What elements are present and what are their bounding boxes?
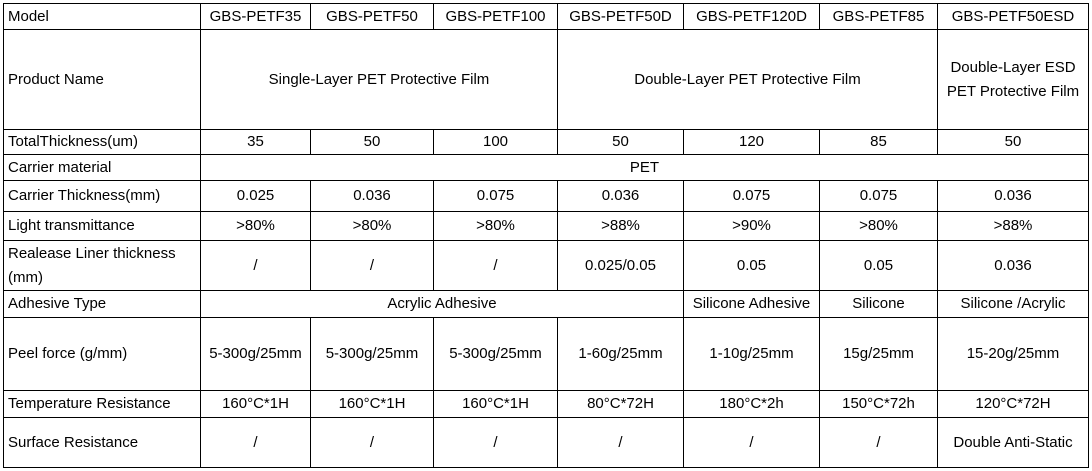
table-cell: 160°C*1H bbox=[200, 390, 311, 418]
row-header: Carrier Thickness(mm) bbox=[3, 180, 201, 212]
table-cell: 85 bbox=[819, 129, 938, 155]
table-cell: 5-300g/25mm bbox=[433, 317, 558, 391]
table-cell: 0.036 bbox=[557, 180, 684, 212]
table-cell: 0.036 bbox=[937, 180, 1089, 212]
row-header: Surface Resistance bbox=[3, 417, 201, 468]
table-body: Model GBS-PETF35 GBS-PETF50 GBS-PETF100 GBS-… bbox=[3, 3, 1089, 468]
table-cell: GBS-PETF120D bbox=[683, 3, 820, 30]
table-cell: 120 bbox=[683, 129, 820, 155]
table-row: TotalThickness(um) 35 50 100 50 120 85 50 bbox=[3, 129, 1089, 155]
table-cell: 160°C*1H bbox=[310, 390, 434, 418]
table-cell: 120°C*72H bbox=[937, 390, 1089, 418]
table-cell: 160°C*1H bbox=[433, 390, 558, 418]
table-cell: 150°C*72h bbox=[819, 390, 938, 418]
table-cell: Silicone /Acrylic bbox=[937, 290, 1089, 318]
table-cell: GBS-PETF50ESD bbox=[937, 3, 1089, 30]
table-cell: >88% bbox=[937, 211, 1089, 241]
table-cell: 50 bbox=[310, 129, 434, 155]
table-row: Temperature Resistance 160°C*1H 160°C*1H 16… bbox=[3, 390, 1089, 418]
table-cell: / bbox=[200, 240, 311, 291]
table-cell: GBS-PETF100 bbox=[433, 3, 558, 30]
table-cell: 0.05 bbox=[819, 240, 938, 291]
table-cell: GBS-PETF35 bbox=[200, 3, 311, 30]
table-row: Adhesive Type Acrylic Adhesive Silicone Ad… bbox=[3, 290, 1089, 318]
row-header: Light transmittance bbox=[3, 211, 201, 241]
row-header: Peel force (g/mm) bbox=[3, 317, 201, 391]
table-cell: GBS-PETF50D bbox=[557, 3, 684, 30]
row-header: Model bbox=[3, 3, 201, 30]
table-cell: / bbox=[557, 417, 684, 468]
table-cell: 180°C*2h bbox=[683, 390, 820, 418]
row-header: Realease Liner thickness (mm) bbox=[3, 240, 201, 291]
table-cell: 15g/25mm bbox=[819, 317, 938, 391]
table-cell: Single-Layer PET Protective Film bbox=[200, 29, 558, 130]
table-cell: 0.05 bbox=[683, 240, 820, 291]
table-row: Carrier material PET bbox=[3, 154, 1089, 181]
table-cell: Double-Layer PET Protective Film bbox=[557, 29, 938, 130]
table-row: Light transmittance >80% >80% >80% >88% >90% >… bbox=[3, 211, 1089, 241]
table-cell: 35 bbox=[200, 129, 311, 155]
table-row: Carrier Thickness(mm) 0.025 0.036 0.075 0.03… bbox=[3, 180, 1089, 212]
table-cell: Acrylic Adhesive bbox=[200, 290, 684, 318]
table-cell: 15-20g/25mm bbox=[937, 317, 1089, 391]
table-cell: / bbox=[310, 417, 434, 468]
table-cell: 0.025 bbox=[200, 180, 311, 212]
table-cell: 50 bbox=[937, 129, 1089, 155]
table-row: Surface Resistance / / / / / / Double Anti-Stat… bbox=[3, 417, 1089, 468]
table-cell: >90% bbox=[683, 211, 820, 241]
table-cell: >88% bbox=[557, 211, 684, 241]
table-cell: Double Anti-Static bbox=[937, 417, 1089, 468]
table-row: Peel force (g/mm) 5-300g/25mm 5-300g/25mm 5… bbox=[3, 317, 1089, 391]
row-header: TotalThickness(um) bbox=[3, 129, 201, 155]
table-cell: 100 bbox=[433, 129, 558, 155]
table-cell: / bbox=[819, 417, 938, 468]
table-cell: 0.075 bbox=[433, 180, 558, 212]
table-cell: 80°C*72H bbox=[557, 390, 684, 418]
row-header: Carrier material bbox=[3, 154, 201, 181]
table-row: Model GBS-PETF35 GBS-PETF50 GBS-PETF100 GBS-… bbox=[3, 3, 1089, 30]
table-cell: GBS-PETF85 bbox=[819, 3, 938, 30]
table-cell: / bbox=[200, 417, 311, 468]
table-cell: Double-Layer ESD PET Protective Film bbox=[937, 29, 1089, 130]
table-cell: / bbox=[310, 240, 434, 291]
table-cell: >80% bbox=[200, 211, 311, 241]
row-header: Adhesive Type bbox=[3, 290, 201, 318]
table-cell: Silicone bbox=[819, 290, 938, 318]
table-row: Product Name Single-Layer PET Protective … bbox=[3, 29, 1089, 130]
table-cell: Silicone Adhesive bbox=[683, 290, 820, 318]
table-cell: 1-10g/25mm bbox=[683, 317, 820, 391]
table-cell: 0.075 bbox=[819, 180, 938, 212]
table-cell: 5-300g/25mm bbox=[310, 317, 434, 391]
table-cell: / bbox=[683, 417, 820, 468]
table-cell: 0.025/0.05 bbox=[557, 240, 684, 291]
table-cell: >80% bbox=[310, 211, 434, 241]
table-cell: 0.036 bbox=[937, 240, 1089, 291]
table-cell: PET bbox=[200, 154, 1089, 181]
table-cell: 5-300g/25mm bbox=[200, 317, 311, 391]
row-header: Product Name bbox=[3, 29, 201, 130]
table-cell: >80% bbox=[819, 211, 938, 241]
table-row: Realease Liner thickness (mm) / //0.025/0.… bbox=[3, 240, 1089, 291]
table-cell: / bbox=[433, 417, 558, 468]
table-cell: >80% bbox=[433, 211, 558, 241]
table-cell: 1-60g/25mm bbox=[557, 317, 684, 391]
table-cell: GBS-PETF50 bbox=[310, 3, 434, 30]
spec-table: Model GBS-PETF35 GBS-PETF50 GBS-PETF100 GBS-… bbox=[3, 3, 1089, 468]
table-cell: 0.075 bbox=[683, 180, 820, 212]
table-cell: 50 bbox=[557, 129, 684, 155]
table-cell: / bbox=[433, 240, 558, 291]
table-cell: 0.036 bbox=[310, 180, 434, 212]
row-header: Temperature Resistance bbox=[3, 390, 201, 418]
